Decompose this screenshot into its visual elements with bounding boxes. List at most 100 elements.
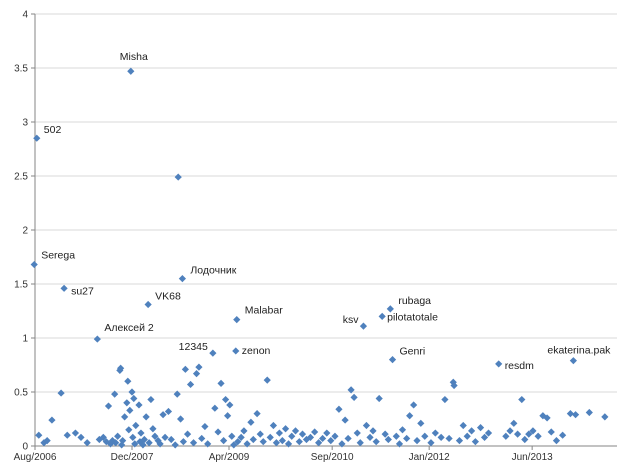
- data-point: [139, 441, 147, 449]
- data-point: [228, 432, 236, 440]
- data-point: [543, 414, 551, 422]
- y-tick-label: 3.5: [14, 64, 28, 75]
- data-point: [601, 413, 609, 421]
- data-point: [431, 429, 439, 437]
- labeled-data-point: [569, 357, 577, 365]
- x-tick-label: Aug/2006: [14, 452, 57, 463]
- point-label: ksv: [343, 314, 360, 326]
- data-point: [57, 389, 65, 397]
- labeled-data-point: [386, 305, 394, 313]
- point-annotations: Misha 502 Serega Лодочник su27 VK68 rubaga pilo…: [41, 51, 611, 372]
- point-label: 502: [44, 124, 62, 136]
- y-tick-label: 3: [22, 118, 28, 129]
- data-point: [356, 439, 364, 447]
- labeled-data-point: [359, 322, 368, 330]
- data-point: [392, 432, 400, 440]
- x-tick-label: Jan/2012: [409, 452, 451, 463]
- data-point: [471, 438, 479, 446]
- data-point: [350, 393, 358, 401]
- data-point: [480, 433, 489, 441]
- data-point: [272, 439, 281, 447]
- data-point: [112, 439, 120, 447]
- data-point: [529, 427, 537, 435]
- x-tick-label: Dec/2007: [111, 452, 154, 463]
- data-point: [347, 386, 355, 394]
- data-point: [344, 434, 352, 443]
- y-tick-labels: 0 0.5 1 1.5 2 2.5 3 3.5 4: [14, 10, 35, 453]
- data-point: [224, 412, 232, 420]
- data-point: [362, 421, 371, 430]
- data-point: [506, 427, 514, 435]
- data-point: [547, 428, 555, 436]
- data-point: [566, 410, 574, 418]
- data-point: [195, 363, 203, 371]
- labeled-data-point: [30, 260, 38, 269]
- data-point: [518, 395, 526, 404]
- data-point: [211, 404, 219, 412]
- data-point: [230, 441, 238, 449]
- data-point: [220, 437, 228, 445]
- data-point: [311, 428, 319, 436]
- data-point: [123, 399, 131, 407]
- point-label: Malabar: [245, 305, 283, 317]
- data-point: [192, 370, 201, 378]
- data-point: [119, 437, 127, 445]
- data-point: [226, 401, 234, 409]
- data-point: [427, 439, 435, 447]
- data-point: [375, 394, 383, 403]
- data-point: [99, 433, 107, 441]
- point-label: pilotatotale: [387, 311, 438, 323]
- data-point: [559, 431, 567, 439]
- data-point: [525, 430, 533, 438]
- data-point: [291, 427, 300, 435]
- data-point: [77, 433, 85, 441]
- labeled-data-point: [233, 316, 241, 324]
- labeled-data-point: [93, 335, 101, 343]
- data-point: [217, 379, 225, 387]
- data-point: [135, 401, 143, 409]
- data-point: [406, 412, 414, 420]
- labeled-data-point: [378, 312, 386, 320]
- data-point: [263, 376, 271, 384]
- y-tick-label: 0: [22, 442, 28, 453]
- data-point: [450, 381, 458, 390]
- labeled-data-point: [174, 173, 182, 181]
- labeled-data-point: [178, 275, 186, 283]
- data-point: [189, 439, 198, 447]
- point-label: Misha: [120, 51, 148, 63]
- data-point: [259, 438, 267, 446]
- data-point: [137, 429, 145, 437]
- data-point: [237, 433, 245, 441]
- data-point: [295, 438, 303, 446]
- data-point: [125, 426, 133, 434]
- point-label: 12345: [179, 341, 208, 353]
- point-label: Лодочник: [190, 265, 236, 277]
- data-point: [142, 413, 150, 421]
- data-point: [381, 430, 389, 438]
- data-point: [198, 434, 206, 443]
- x-tick-label: Jun/2013: [512, 452, 554, 463]
- labeled-data-point: [232, 347, 240, 355]
- data-point: [145, 439, 153, 447]
- data-point: [130, 394, 138, 403]
- data-point: [83, 439, 91, 447]
- point-label: Алексей 2: [104, 322, 154, 334]
- data-point: [204, 440, 212, 448]
- data-points: [30, 67, 609, 449]
- data-point: [71, 429, 80, 437]
- y-tick-label: 4: [22, 10, 28, 21]
- data-point: [247, 418, 255, 426]
- data-point: [331, 432, 339, 440]
- data-point: [502, 432, 510, 440]
- data-point: [403, 434, 411, 443]
- data-point: [35, 431, 43, 439]
- data-point: [179, 438, 187, 446]
- labeled-data-point: [144, 300, 152, 309]
- data-point: [140, 435, 148, 444]
- data-point: [186, 380, 195, 389]
- point-label: VK68: [155, 291, 181, 303]
- data-point: [173, 390, 181, 398]
- point-label: resdm: [505, 360, 534, 372]
- data-point: [164, 407, 173, 416]
- labeled-data-point: [209, 349, 217, 357]
